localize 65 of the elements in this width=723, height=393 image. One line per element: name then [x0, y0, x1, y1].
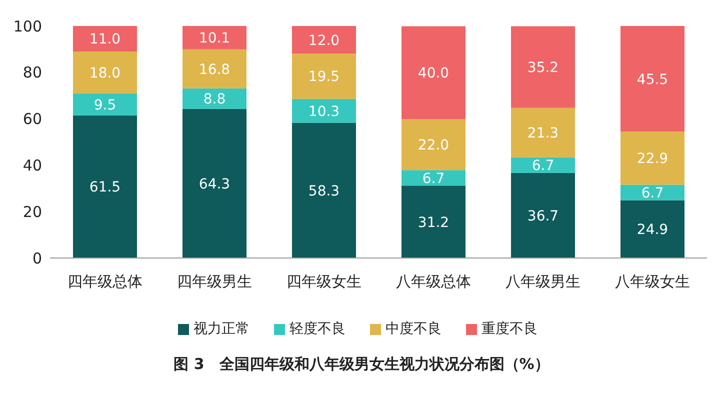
data-label: 22.0 — [418, 138, 450, 154]
bar — [182, 88, 246, 109]
data-label: 19.5 — [308, 69, 340, 86]
bar — [182, 108, 246, 258]
data-label: 58.3 — [308, 183, 340, 200]
data-label: 10.3 — [308, 104, 340, 120]
y-tick-label: 80 — [22, 64, 42, 82]
bar — [292, 54, 356, 99]
bar — [510, 157, 575, 173]
data-label: 10.1 — [198, 30, 230, 47]
y-tick-label: 60 — [22, 110, 42, 128]
data-label: 6.7 — [532, 158, 554, 174]
data-label: 18.0 — [89, 65, 121, 82]
y-tick-label: 20 — [22, 202, 42, 221]
data-label: 12.0 — [308, 32, 340, 49]
bar — [292, 26, 356, 54]
data-label: 9.5 — [94, 97, 116, 114]
bar — [401, 186, 466, 258]
legend-label: 重度不良 — [482, 320, 538, 338]
bar — [182, 49, 246, 88]
bar — [510, 108, 575, 158]
data-label: 36.7 — [527, 208, 559, 224]
data-label: 6.7 — [641, 185, 664, 202]
y-tick-label: 40 — [22, 156, 42, 175]
bar — [72, 115, 137, 258]
bar — [401, 26, 466, 120]
x-tick-label: 八年级总体 — [396, 272, 471, 291]
y-tick-label: 0 — [32, 249, 42, 268]
data-label: 6.7 — [422, 170, 445, 187]
y-tick-label: 100 — [13, 17, 42, 36]
bar — [620, 132, 684, 185]
bar — [510, 26, 575, 108]
legend-label: 视力正常 — [194, 320, 250, 338]
data-label: 31.2 — [418, 214, 450, 231]
data-label: 16.8 — [198, 62, 230, 78]
data-label: 64.3 — [198, 176, 230, 192]
bar — [510, 172, 575, 258]
bar — [620, 200, 684, 258]
data-label: 8.8 — [203, 92, 226, 108]
x-tick-label: 四年级男生 — [176, 272, 252, 291]
data-label: 61.5 — [89, 180, 121, 196]
bar — [401, 119, 466, 170]
bar — [401, 170, 466, 186]
legend-label: 中度不良 — [386, 320, 442, 338]
text: 图 3 全国四年级和八年级男女生视力状况分布图（%） — [172, 355, 550, 374]
x-tick-label: 八年级男生 — [505, 272, 580, 291]
x-tick-label: 四年级女生 — [286, 272, 362, 291]
bar — [72, 93, 137, 116]
x-tick-label: 四年级总体 — [67, 272, 142, 291]
legend-label: 轻度不良 — [290, 320, 346, 338]
data-label: 24.9 — [636, 222, 668, 238]
data-label: 22.9 — [636, 151, 668, 168]
data-label: 45.5 — [636, 72, 668, 88]
bar — [182, 26, 246, 50]
bar — [620, 26, 684, 132]
data-label: 35.2 — [527, 60, 559, 76]
data-label: 11.0 — [89, 32, 121, 48]
data-label: 40.0 — [418, 66, 450, 82]
bar — [72, 26, 137, 52]
bar — [620, 184, 684, 200]
x-tick-label: 八年级女生 — [614, 272, 690, 291]
bar — [292, 98, 356, 123]
bar — [72, 52, 137, 94]
bar — [292, 122, 356, 258]
data-label: 21.3 — [527, 126, 559, 142]
